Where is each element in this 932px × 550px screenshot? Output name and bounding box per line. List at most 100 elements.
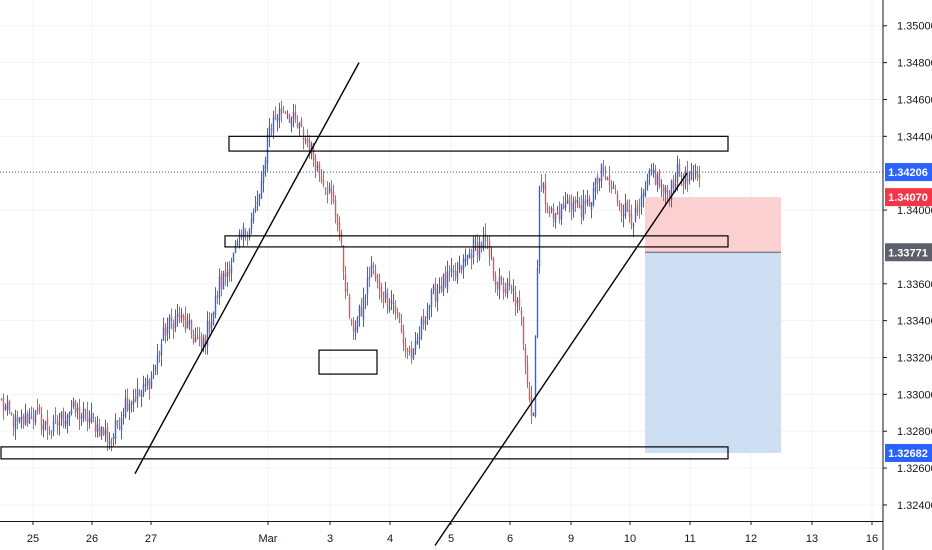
candle-body — [632, 224, 635, 227]
candle-body — [296, 123, 299, 127]
candle-body — [452, 270, 455, 272]
candle-body — [652, 169, 655, 174]
candle-body — [682, 180, 685, 187]
candle-body — [378, 281, 381, 290]
candle-body — [96, 424, 99, 432]
candle-body — [480, 243, 483, 249]
candle-body — [76, 407, 79, 412]
candle-body — [670, 180, 673, 201]
candle-body — [318, 163, 321, 176]
support-resistance-box[interactable] — [224, 235, 729, 248]
candle-body — [636, 204, 639, 214]
candle-body — [520, 310, 523, 316]
candle-body — [50, 433, 53, 435]
trendline[interactable] — [134, 62, 360, 474]
candle-body — [292, 112, 295, 118]
candle-body — [506, 283, 509, 295]
candle-body — [516, 300, 519, 303]
candle-body — [528, 387, 531, 400]
time-axis[interactable]: 25 26 27 Mar 3 4 5 6 9 10 11 12 13 16 — [27, 521, 878, 545]
time-tick-label: 16 — [866, 533, 878, 545]
candle-body — [640, 195, 643, 208]
candle-body — [462, 258, 465, 270]
candle-body — [596, 175, 599, 185]
candle-body — [52, 420, 55, 432]
chart-drawings — [0, 62, 729, 546]
candle-body — [676, 163, 679, 182]
candle-body — [290, 117, 293, 127]
candle-body — [514, 291, 517, 307]
candle-body — [460, 265, 463, 272]
candle-body — [590, 202, 593, 210]
candle-body — [16, 418, 19, 422]
candle-body — [522, 317, 525, 345]
candle-body — [48, 431, 51, 434]
candle-body — [408, 350, 411, 352]
candle-body — [182, 315, 185, 320]
candle-body — [262, 165, 265, 183]
candle-body — [148, 380, 151, 390]
time-tick-label: 25 — [27, 533, 39, 545]
trendline[interactable] — [434, 172, 688, 546]
candle-body — [434, 283, 437, 302]
candle-body — [442, 274, 445, 292]
stop-loss-zone[interactable] — [645, 197, 781, 253]
candle-body — [390, 300, 393, 304]
candle-body — [510, 286, 513, 289]
candle-body — [24, 412, 27, 426]
candle-body — [124, 398, 127, 418]
candle-body — [504, 288, 507, 293]
candle-body — [350, 319, 353, 321]
support-resistance-box[interactable] — [318, 349, 378, 375]
time-tick-label: 27 — [145, 533, 157, 545]
candle-body — [194, 337, 197, 343]
candle-body — [536, 268, 539, 337]
price-tick-label: 1.34800 — [897, 58, 932, 70]
candle-body — [256, 201, 259, 206]
candle-body — [20, 417, 23, 420]
support-resistance-box[interactable] — [0, 446, 729, 460]
candle-body — [428, 305, 431, 310]
candle-body — [190, 320, 193, 334]
candle-body — [202, 338, 205, 348]
candle-body — [0, 398, 3, 401]
candle-body — [222, 273, 225, 290]
candle-body — [490, 255, 493, 257]
candle-body — [654, 169, 657, 185]
candle-body — [444, 271, 447, 286]
candle-body — [92, 416, 95, 419]
take-profit-zone[interactable] — [645, 252, 781, 453]
candle-body — [650, 170, 653, 172]
candle-body — [130, 403, 133, 405]
candle-body — [40, 414, 43, 430]
support-resistance-box[interactable] — [228, 135, 729, 152]
candle-body — [58, 422, 61, 426]
price-tick-label: 1.32800 — [897, 426, 932, 438]
candle-body — [406, 348, 409, 352]
candle-body — [606, 178, 609, 180]
candle-body — [204, 335, 207, 345]
price-axis[interactable]: 1.35000 1.34800 1.34600 1.34400 1.34000 1.336… — [883, 21, 932, 512]
candle-body — [388, 306, 391, 311]
candle-body — [2, 397, 5, 411]
candle-body — [34, 410, 37, 423]
candle-body — [572, 201, 575, 213]
candle-body — [562, 205, 565, 210]
candle-body — [302, 130, 305, 140]
candle-body — [558, 210, 561, 221]
candle-body — [10, 412, 13, 414]
candle-body — [526, 364, 529, 385]
candle-body — [236, 241, 239, 246]
candle-body — [488, 241, 491, 257]
candle-body — [620, 204, 623, 214]
candle-body — [398, 313, 401, 323]
price-tick-label: 1.35000 — [897, 21, 932, 33]
candle-body — [228, 269, 231, 277]
candle-body — [122, 414, 125, 416]
candle-body — [78, 406, 81, 420]
candle-body — [98, 428, 101, 437]
candle-body — [186, 321, 189, 328]
candle-body — [356, 317, 359, 330]
candle-body — [436, 289, 439, 303]
